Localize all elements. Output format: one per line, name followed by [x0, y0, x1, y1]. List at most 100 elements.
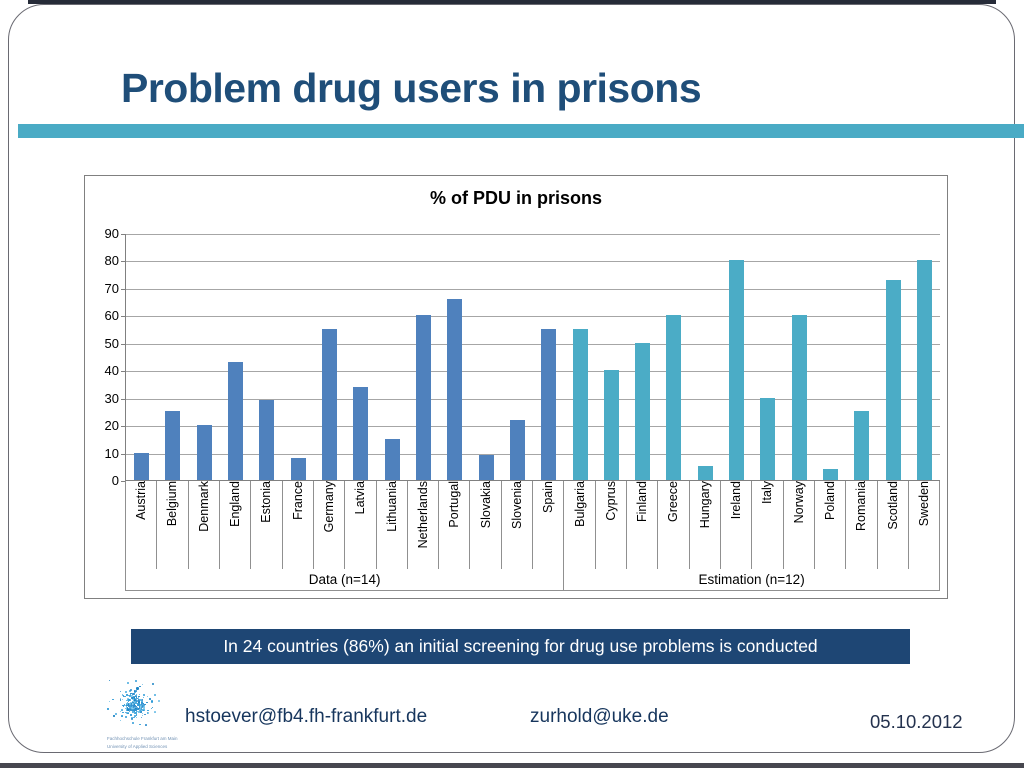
y-tick-mark-80 — [121, 261, 125, 263]
logo-dot — [133, 706, 135, 708]
logo-dot — [157, 700, 160, 703]
logo-dot — [138, 707, 141, 709]
logo-dot — [107, 708, 109, 710]
logo-dot — [131, 706, 135, 709]
logo-dot — [126, 712, 129, 715]
logo-dot — [130, 704, 133, 706]
logo-dot — [133, 696, 136, 699]
logo-dot — [131, 707, 134, 710]
logo-dot — [121, 708, 123, 711]
logo-dot — [131, 693, 134, 695]
logo-dot — [125, 706, 128, 709]
logo-dot — [124, 715, 127, 718]
logo-dot — [130, 692, 132, 695]
bar-cell-belgium — [157, 234, 188, 480]
y-tick-mark-40 — [121, 371, 125, 373]
logo-dot — [141, 712, 144, 715]
logo-dot — [127, 703, 129, 706]
x-label-cell-latvia: Latvia — [345, 481, 377, 569]
logo-dot — [133, 704, 135, 706]
logo-dot — [137, 701, 139, 703]
x-label-lithuania: Lithuania — [384, 481, 399, 532]
logo-dot — [130, 716, 133, 719]
logo-dot — [135, 699, 137, 702]
bar-cell-portugal — [439, 234, 470, 480]
logo-dot — [139, 723, 141, 726]
chart-title: % of PDU in prisons — [429, 188, 602, 208]
logo-dot — [122, 695, 125, 697]
y-tick-mark-30 — [121, 398, 125, 400]
logo-dot — [135, 716, 138, 719]
logo-dot — [108, 680, 110, 682]
logo-dot — [126, 701, 128, 703]
x-label-cell-portugal: Portugal — [439, 481, 471, 569]
bar-slovakia — [478, 455, 494, 480]
x-label-cell-norway: Norway — [784, 481, 815, 569]
bar-bulgaria — [572, 329, 588, 480]
logo-dot — [133, 702, 136, 705]
logo-dot — [138, 694, 140, 696]
logo-dot — [131, 709, 134, 712]
logo-caption-line1: Fachhochschule Frankfurt am Main — [107, 736, 178, 741]
bar-cell-estonia — [251, 234, 282, 480]
logo-dot — [138, 703, 141, 706]
x-label-slovakia: Slovakia — [478, 481, 493, 529]
x-axis-group-labels: Data (n=14) Estimation (n=12) — [125, 569, 940, 591]
logo-dot — [119, 699, 122, 701]
logo-dot — [140, 706, 144, 709]
logo-dot — [141, 716, 143, 718]
logo-dot — [132, 698, 135, 701]
logo-dot — [135, 707, 137, 709]
logo-dot — [149, 698, 152, 700]
y-tick-mark-60 — [121, 316, 125, 318]
logo-dot — [125, 700, 127, 702]
gridline-80 — [126, 261, 940, 263]
logo-dot — [124, 707, 127, 710]
x-label-sweden: Sweden — [916, 481, 931, 527]
logo-dot — [151, 708, 153, 709]
logo-dot — [129, 705, 132, 708]
gridline-90 — [126, 234, 940, 235]
bar-romania — [854, 411, 870, 480]
x-label-scotland: Scotland — [885, 481, 900, 530]
logo-dot — [139, 709, 142, 712]
logo-dot — [132, 698, 134, 700]
logo-dot — [134, 706, 138, 709]
x-label-cell-netherlands: Netherlands — [408, 481, 440, 569]
x-label-cell-denmark: Denmark — [189, 481, 220, 569]
university-logo: Fachhochschule Frankfurt am Main Univers… — [107, 677, 178, 749]
bar-cell-slovenia — [502, 234, 533, 480]
logo-dot — [136, 708, 139, 711]
x-label-spain: Spain — [541, 481, 556, 513]
logo-dot — [135, 710, 138, 712]
contact-email-right: zurhold@uke.de — [530, 706, 669, 727]
logo-dot — [129, 710, 131, 713]
bar-cell-poland — [815, 234, 846, 480]
logo-dot — [127, 694, 130, 697]
x-label-cell-italy: Italy — [752, 481, 784, 569]
bar-cell-hungary — [690, 234, 721, 480]
x-label-austria: Austria — [134, 481, 149, 520]
logo-dot — [133, 709, 135, 711]
y-tick-label-0: 0 — [111, 473, 119, 488]
logo-dot — [136, 687, 139, 690]
x-label-cell-england: England — [220, 481, 252, 569]
bar-belgium — [165, 411, 181, 480]
x-label-latvia: Latvia — [353, 481, 368, 515]
bar-greece — [666, 315, 682, 480]
logo-dot — [137, 699, 140, 701]
logo-dot — [131, 696, 135, 700]
logo-dot — [138, 706, 141, 710]
bar-portugal — [447, 298, 463, 480]
gridline-40 — [126, 371, 940, 373]
logo-dot — [136, 706, 139, 709]
logo-dot — [127, 708, 130, 711]
logo-dot — [135, 714, 138, 716]
bar-cell-slovakia — [470, 234, 501, 480]
bar-poland — [823, 469, 839, 480]
y-tick-label-60: 60 — [104, 308, 119, 324]
logo-dot — [141, 704, 143, 707]
logo-dot — [144, 704, 146, 706]
logo-dot — [131, 697, 133, 699]
bar-cell-norway — [784, 234, 815, 480]
